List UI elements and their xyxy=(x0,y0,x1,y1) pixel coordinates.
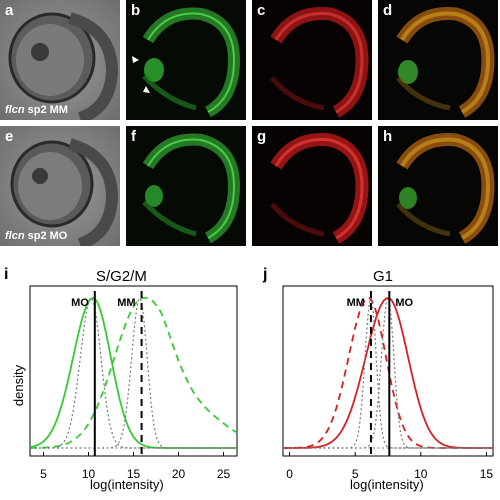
panel-d-merged-mm: d xyxy=(378,0,498,120)
series-curve xyxy=(283,297,493,449)
vline-label: MO xyxy=(71,297,89,309)
panel-label: f xyxy=(131,128,136,145)
series-curve xyxy=(283,296,493,449)
panel-c-red-channel-mm: c xyxy=(252,0,372,120)
chart-i-title: S/G2/M xyxy=(96,268,147,285)
plot-frame xyxy=(282,285,494,457)
chart-i-ylabel: density xyxy=(11,364,27,407)
x-tick-label: 20 xyxy=(172,467,186,481)
x-tick-label: 25 xyxy=(217,467,231,481)
chart-j-tag: j xyxy=(263,266,268,283)
embryo-brightfield-image xyxy=(0,0,120,120)
panel-e-brightfield-mo: e flcn sp2 MO xyxy=(0,126,120,246)
panel-a-brightfield-mm: a flcn sp2 MM xyxy=(0,0,120,120)
series-curve xyxy=(30,296,237,449)
chart-j-xlabel: log(intensity) xyxy=(350,477,424,492)
x-tick-label: 0 xyxy=(286,467,293,481)
panel-label: a xyxy=(5,2,14,19)
green-fluorescence-image xyxy=(126,0,246,120)
series-curve xyxy=(283,297,493,449)
series-curve xyxy=(283,297,493,449)
panel-caption: flcn sp2 MO xyxy=(5,230,68,242)
chart-i-xlabel: log(intensity) xyxy=(90,477,164,492)
x-tick-label: 15 xyxy=(480,467,494,481)
plot-frame xyxy=(29,285,238,457)
vline-label: MM xyxy=(117,297,135,309)
vline-label: MM xyxy=(347,297,365,309)
red-fluorescence-image xyxy=(252,126,372,246)
arrowhead-icon xyxy=(143,86,150,93)
panel-label: e xyxy=(5,128,14,145)
panel-g-red-channel-mo: g xyxy=(252,126,372,246)
vline-label: MO xyxy=(395,297,413,309)
embryo-brightfield-image xyxy=(0,126,120,246)
series-curve xyxy=(30,297,238,449)
panel-caption: flcn sp2 MM xyxy=(5,104,68,116)
merged-fluorescence-image xyxy=(378,0,498,120)
panel-label: c xyxy=(257,2,266,19)
series-curve xyxy=(29,297,237,449)
panel-h-merged-mo: h xyxy=(378,126,498,246)
chart-i-tag: i xyxy=(4,266,9,283)
panel-label: d xyxy=(383,2,393,19)
x-tick-label: 5 xyxy=(40,467,47,481)
panel-b-green-channel-mm: b xyxy=(126,0,246,120)
arrowhead-icon xyxy=(132,56,139,63)
series-curve xyxy=(30,297,237,449)
panel-label: b xyxy=(131,2,141,19)
panel-f-green-channel-mo: f xyxy=(126,126,246,246)
panel-label: h xyxy=(383,128,393,145)
chart-j-title: G1 xyxy=(373,268,394,285)
panel-label: g xyxy=(257,128,267,145)
green-fluorescence-image xyxy=(126,126,246,246)
merged-fluorescence-image xyxy=(378,126,498,246)
red-fluorescence-image xyxy=(252,0,372,120)
